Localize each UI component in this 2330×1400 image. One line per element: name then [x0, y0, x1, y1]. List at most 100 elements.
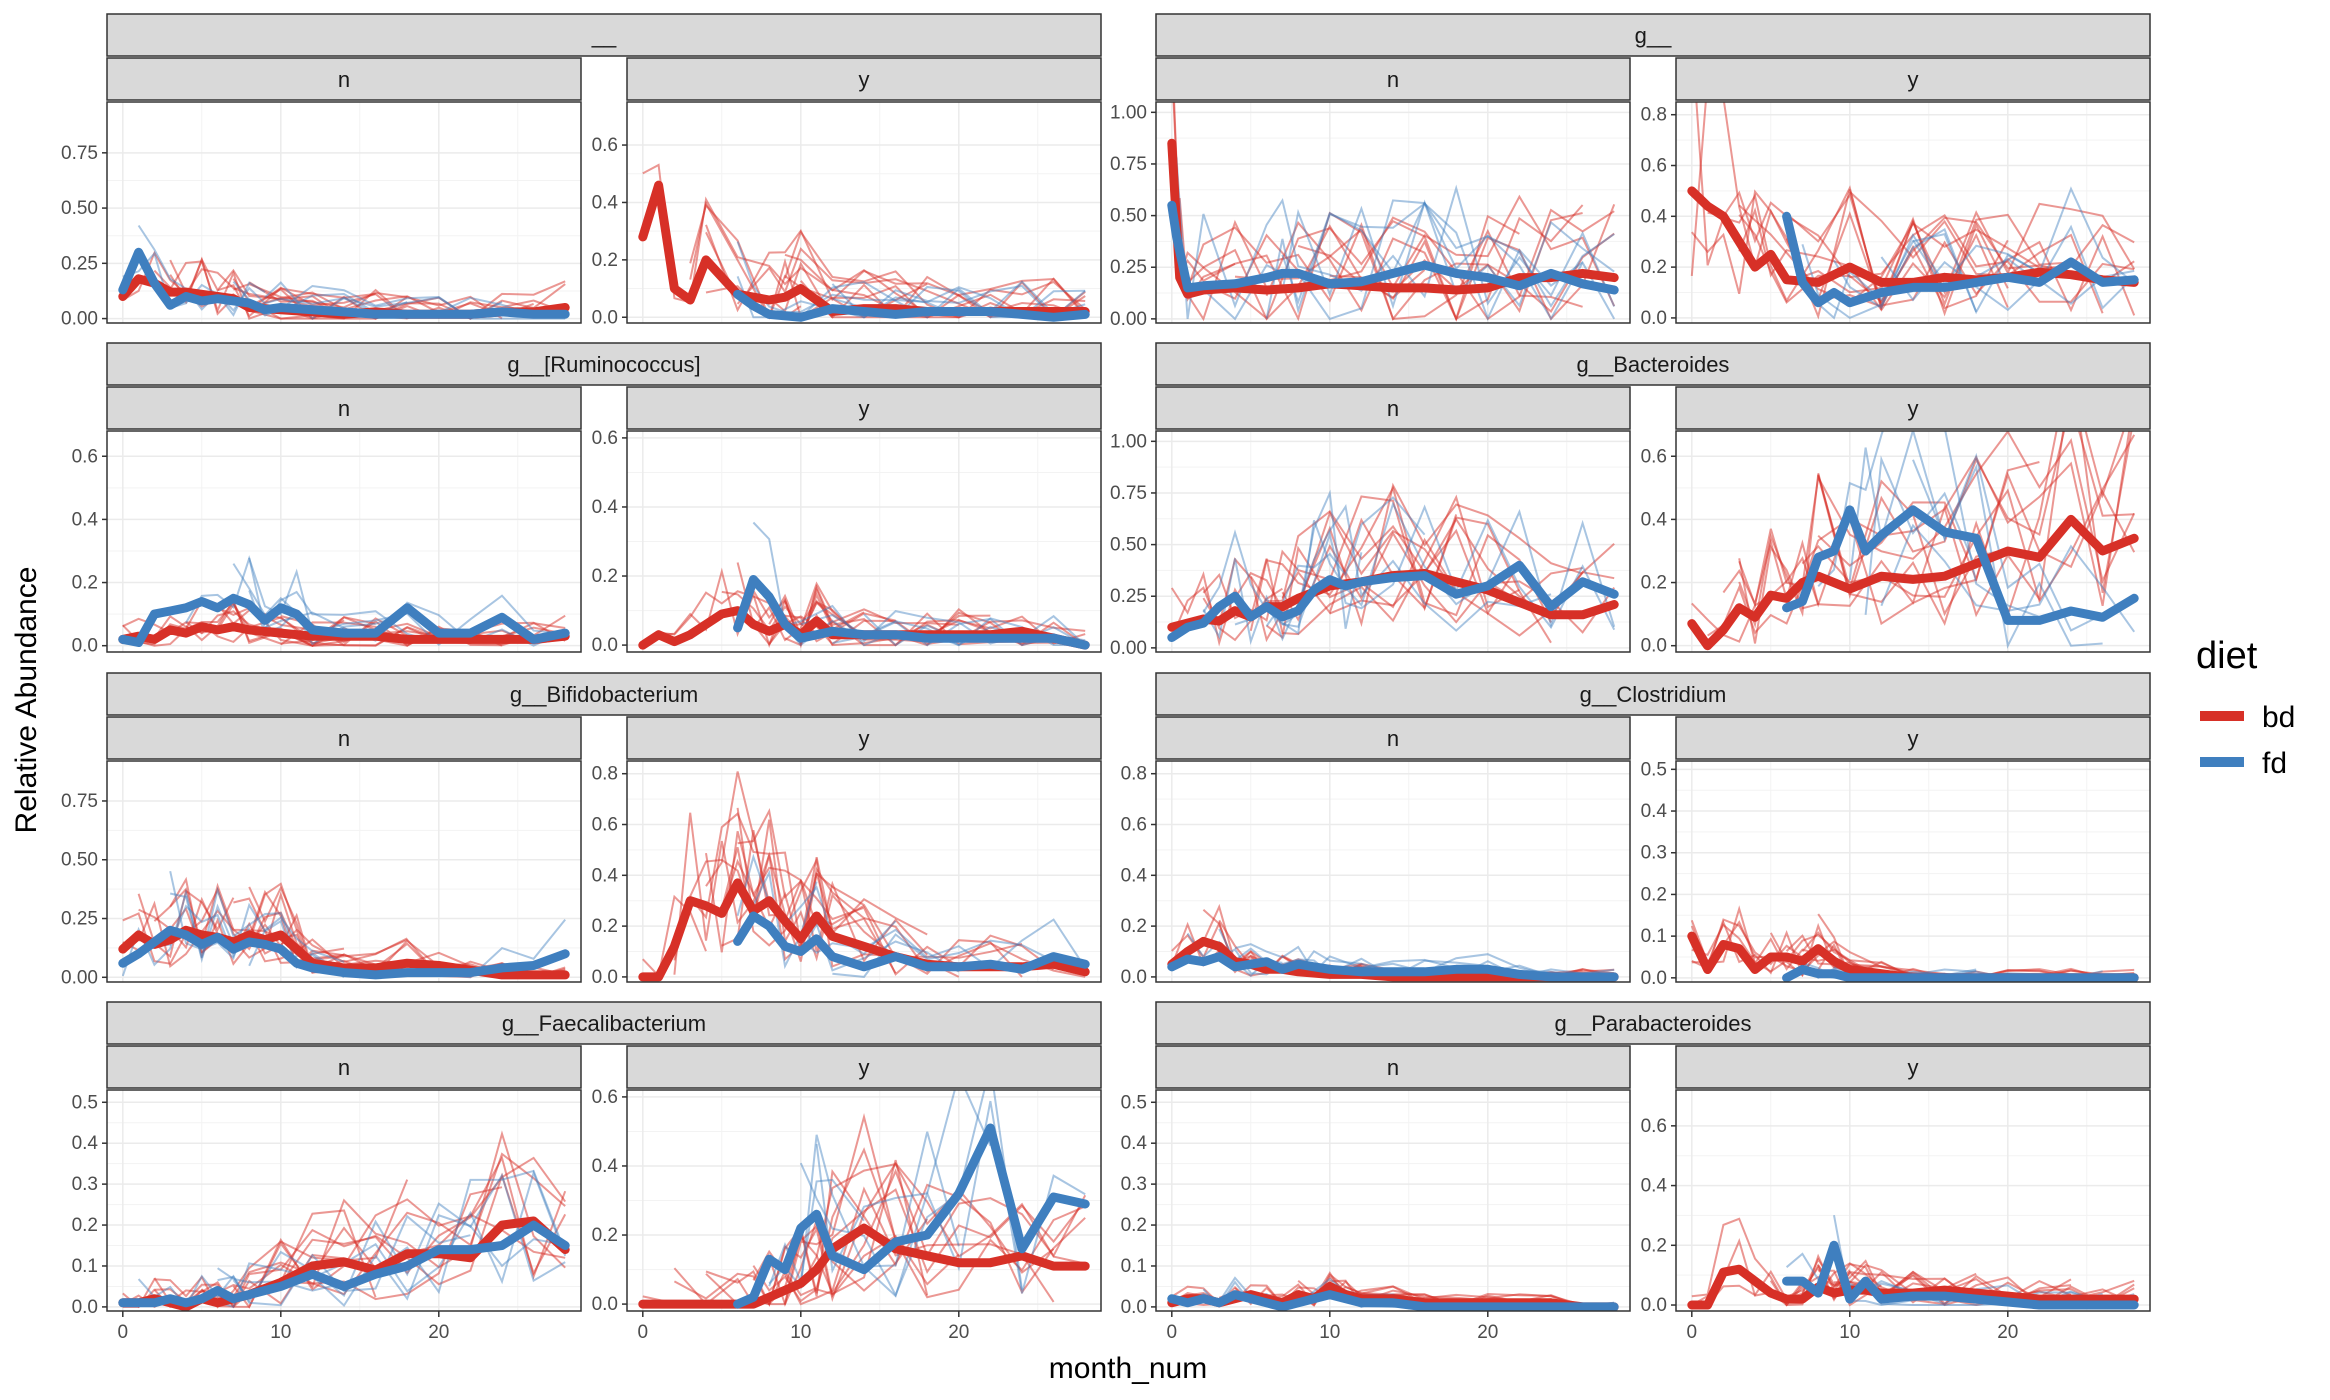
mean-line-fd — [1782, 505, 2139, 625]
sub-strip — [1155, 57, 1631, 101]
sub-strip — [106, 1045, 582, 1089]
mean-line-fd — [1167, 560, 1619, 642]
subject-line-bd — [1722, 538, 1820, 607]
series-layer — [1167, 1271, 1619, 1311]
sub-strip — [626, 716, 1102, 760]
y-tick-label: 0.5 — [72, 1092, 98, 1113]
y-tick-label: 0.2 — [592, 250, 618, 271]
y-tick-label: 0.2 — [1641, 1235, 1667, 1256]
sub-strip-label: y — [1908, 67, 1919, 92]
y-tick-label: 0.0 — [1641, 1295, 1667, 1316]
panel-2-n: n 0.0 0.2 0.4 0.6 — [72, 386, 582, 657]
subject-line-bd — [233, 283, 408, 309]
subject-line-fd — [815, 1090, 992, 1274]
subject-line-bd — [248, 299, 566, 320]
genus-strip-label: g__Faecalibacterium — [502, 1011, 706, 1036]
y-tick-label: 0.1 — [1641, 926, 1667, 947]
sub-strip — [1675, 57, 2151, 101]
panel-4-y: y 0.0 0.2 0.4 0.6 0.8 — [592, 716, 1102, 988]
y-tick-label: 0.75 — [61, 143, 98, 164]
y-tick-label: 0.2 — [592, 1225, 618, 1246]
sub-strip — [1675, 386, 2151, 430]
mean-line-fd — [733, 1123, 1090, 1309]
y-tick-label: 0.0 — [72, 1297, 98, 1318]
sub-strip — [1155, 386, 1631, 430]
mean-line-fd — [118, 1220, 570, 1308]
y-tick-label: 0.2 — [1641, 257, 1667, 278]
x-tick-label: 0 — [1167, 1322, 1178, 1343]
subject-line-bd — [705, 258, 1086, 320]
subject-line-fd — [1265, 202, 1584, 322]
panel-4-n: n 0.00 0.25 0.50 0.75 — [61, 716, 582, 988]
mean-line-bd — [1687, 514, 2139, 651]
series-layer — [1687, 431, 2139, 651]
y-tick-label: 0.4 — [592, 865, 619, 886]
sub-strip-label: y — [1908, 1055, 1919, 1080]
y-tick-label: 0.2 — [1121, 916, 1147, 937]
series-layer — [1167, 482, 1619, 647]
subject-line-bd — [642, 894, 707, 978]
subject-line-bd — [1170, 586, 1283, 642]
series-layer — [638, 521, 1090, 650]
y-tick-label: 0.0 — [1641, 636, 1667, 657]
panel-border — [106, 1089, 582, 1312]
y-tick-label: 0.6 — [592, 1087, 618, 1108]
y-tick-label: 0.4 — [1121, 1133, 1148, 1154]
series-layer — [118, 555, 570, 647]
y-tick-label: 0.1 — [1121, 1256, 1147, 1277]
subject-line-bd — [705, 224, 1086, 319]
y-tick-label: 0.5 — [1641, 759, 1667, 780]
x-tick-label: 20 — [1997, 1322, 2018, 1343]
series-layer — [118, 224, 570, 320]
y-tick-label: 0.1 — [72, 1256, 98, 1277]
y-tick-label: 0.0 — [72, 636, 98, 657]
y-tick-label: 0.50 — [1110, 535, 1147, 556]
panel-5-n: n 0.0 0.2 0.4 0.6 0.8 — [1121, 716, 1631, 988]
mean-line-bd — [1687, 186, 2139, 287]
sub-strip-label: y — [859, 396, 870, 421]
y-tick-label: 0.0 — [1121, 967, 1147, 988]
y-tick-label: 0.00 — [61, 309, 98, 330]
x-tick-label: 0 — [638, 1322, 649, 1343]
series-layer — [638, 1090, 1090, 1309]
mean-line-fd — [118, 247, 570, 319]
y-tick-label: 0.00 — [1110, 309, 1147, 330]
subject-line-bd — [1172, 102, 1583, 321]
genus-strip-label: g__Parabacteroides — [1555, 1011, 1752, 1036]
sub-strip — [106, 716, 582, 760]
mean-line-fd — [733, 289, 1090, 322]
y-tick-label: 0.0 — [1641, 968, 1667, 989]
subject-line-fd — [1202, 199, 1616, 321]
sub-strip-label: n — [338, 67, 350, 92]
y-tick-label: 0.6 — [72, 446, 98, 467]
legend-label-fd: fd — [2262, 747, 2287, 780]
genus-strip — [1155, 342, 2151, 386]
panel-0-y: y 0.0 0.2 0.4 0.6 — [592, 57, 1102, 328]
sub-strip-label: n — [1387, 396, 1399, 421]
panel-1-y: y 0.0 0.2 0.4 0.6 0.8 — [1641, 57, 2151, 329]
sub-strip — [106, 57, 582, 101]
subject-line-fd — [1202, 504, 1616, 631]
subject-line-fd — [1281, 201, 1615, 308]
series-layer — [1687, 102, 2139, 320]
mean-line-bd — [638, 1223, 1090, 1309]
subject-line-bd — [800, 1218, 929, 1292]
sub-strip — [1155, 1045, 1631, 1089]
plot-area — [107, 102, 581, 323]
mean-line-fd — [118, 925, 570, 980]
sub-strip-label: y — [859, 1055, 870, 1080]
subject-line-bd — [784, 229, 1086, 319]
genus-strip-label: g__Clostridium — [1580, 682, 1727, 707]
plot-area — [1676, 431, 2150, 652]
y-tick-label: 0.4 — [72, 1133, 99, 1154]
subject-line-fd — [799, 1090, 1023, 1298]
y-tick-label: 0.2 — [72, 1215, 98, 1236]
sub-strip — [1155, 716, 1631, 760]
panel-7-y: y 0 10 20 0.0 0.2 0.4 0.6 — [1641, 1045, 2151, 1343]
sub-strip — [626, 57, 1102, 101]
mean-line-fd — [733, 575, 1090, 650]
sub-strip-label: y — [859, 726, 870, 751]
